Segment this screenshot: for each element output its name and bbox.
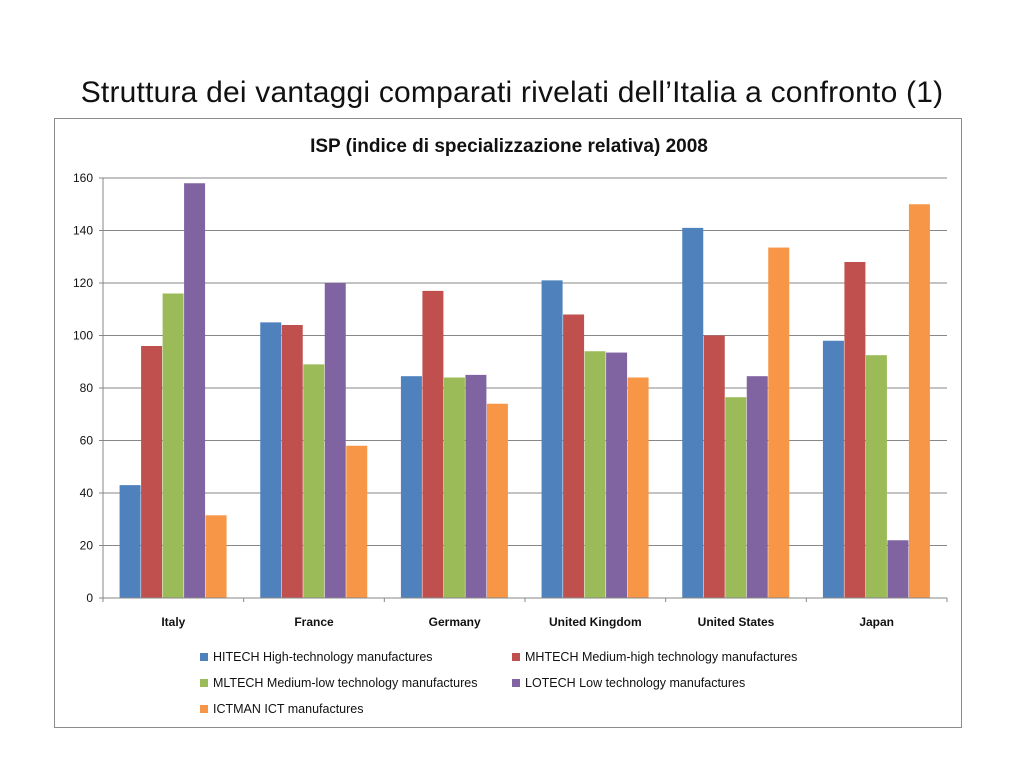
- bar: [865, 355, 887, 598]
- x-tick-label: France: [294, 615, 334, 629]
- y-tick-label: 0: [86, 591, 93, 605]
- bar: [303, 364, 325, 598]
- bar: [606, 352, 628, 598]
- x-tick-label: Germany: [429, 615, 481, 629]
- legend-swatch: [200, 653, 208, 661]
- x-tick-label: Japan: [859, 615, 894, 629]
- legend-item: MHTECH Medium-high technology manufactur…: [512, 650, 797, 664]
- bar: [627, 377, 649, 598]
- bar: [422, 290, 444, 598]
- y-tick-label: 160: [73, 171, 93, 185]
- x-tick-label: United States: [698, 615, 775, 629]
- bar: [887, 540, 909, 598]
- bar: [822, 340, 844, 598]
- legend-swatch: [512, 679, 520, 687]
- bar: [162, 293, 184, 598]
- bar: [400, 376, 422, 598]
- y-tick-label: 20: [80, 539, 94, 553]
- bar: [746, 376, 768, 598]
- bar: [486, 403, 508, 598]
- bar: [908, 204, 930, 598]
- legend-label: ICTMAN ICT manufactures: [213, 702, 364, 716]
- bar: [281, 325, 303, 598]
- bar: [768, 247, 790, 598]
- bar: [141, 346, 163, 598]
- bar: [703, 335, 725, 598]
- bar: [844, 262, 866, 598]
- bar: [465, 374, 487, 598]
- bar: [346, 445, 368, 598]
- bar: [563, 314, 585, 598]
- bar: [725, 397, 747, 598]
- legend-label: HITECH High-technology manufactures: [213, 650, 433, 664]
- bar: [584, 351, 606, 598]
- bar-chart: ISP (indice di specializzazione relativa…: [73, 136, 948, 629]
- bars: [119, 183, 930, 598]
- chart-title: ISP (indice di specializzazione relativa…: [310, 136, 708, 157]
- chart-frame: ISP (indice di specializzazione relativa…: [54, 118, 962, 728]
- bar: [443, 377, 465, 598]
- y-tick-label: 100: [73, 329, 93, 343]
- bar: [205, 515, 227, 598]
- legend-swatch: [512, 653, 520, 661]
- legend-item: ICTMAN ICT manufactures: [200, 702, 364, 716]
- y-tick-label: 40: [80, 486, 94, 500]
- y-tick-label: 80: [80, 381, 94, 395]
- legend-label: MHTECH Medium-high technology manufactur…: [525, 650, 798, 664]
- legend-swatch: [200, 705, 208, 713]
- legend-item: MLTECH Medium-low technology manufacture…: [200, 676, 477, 690]
- legend-item: HITECH High-technology manufactures: [200, 650, 433, 664]
- bar: [119, 485, 141, 598]
- y-tick-label: 60: [80, 434, 94, 448]
- gridlines: [103, 177, 947, 546]
- legend-label: LOTECH Low technology manufactures: [525, 676, 746, 690]
- x-tick-label: Italy: [161, 615, 185, 629]
- y-tick-label: 120: [73, 276, 93, 290]
- x-tick-label: United Kingdom: [549, 615, 642, 629]
- legend-label: MLTECH Medium-low technology manufacture…: [213, 676, 478, 690]
- bar: [682, 227, 704, 598]
- legend-swatch: [200, 679, 208, 687]
- bar: [260, 322, 282, 598]
- y-tick-label: 140: [73, 224, 93, 238]
- bar: [324, 283, 346, 598]
- bar: [184, 183, 206, 598]
- bar: [541, 280, 563, 598]
- axes: 0 20 40 60 80 100 120 140 160 Italy France Germany U…: [73, 171, 948, 629]
- slide-title: Struttura dei vantaggi comparati rivelat…: [80, 76, 944, 109]
- legend-item: LOTECH Low technology manufactures: [512, 676, 745, 690]
